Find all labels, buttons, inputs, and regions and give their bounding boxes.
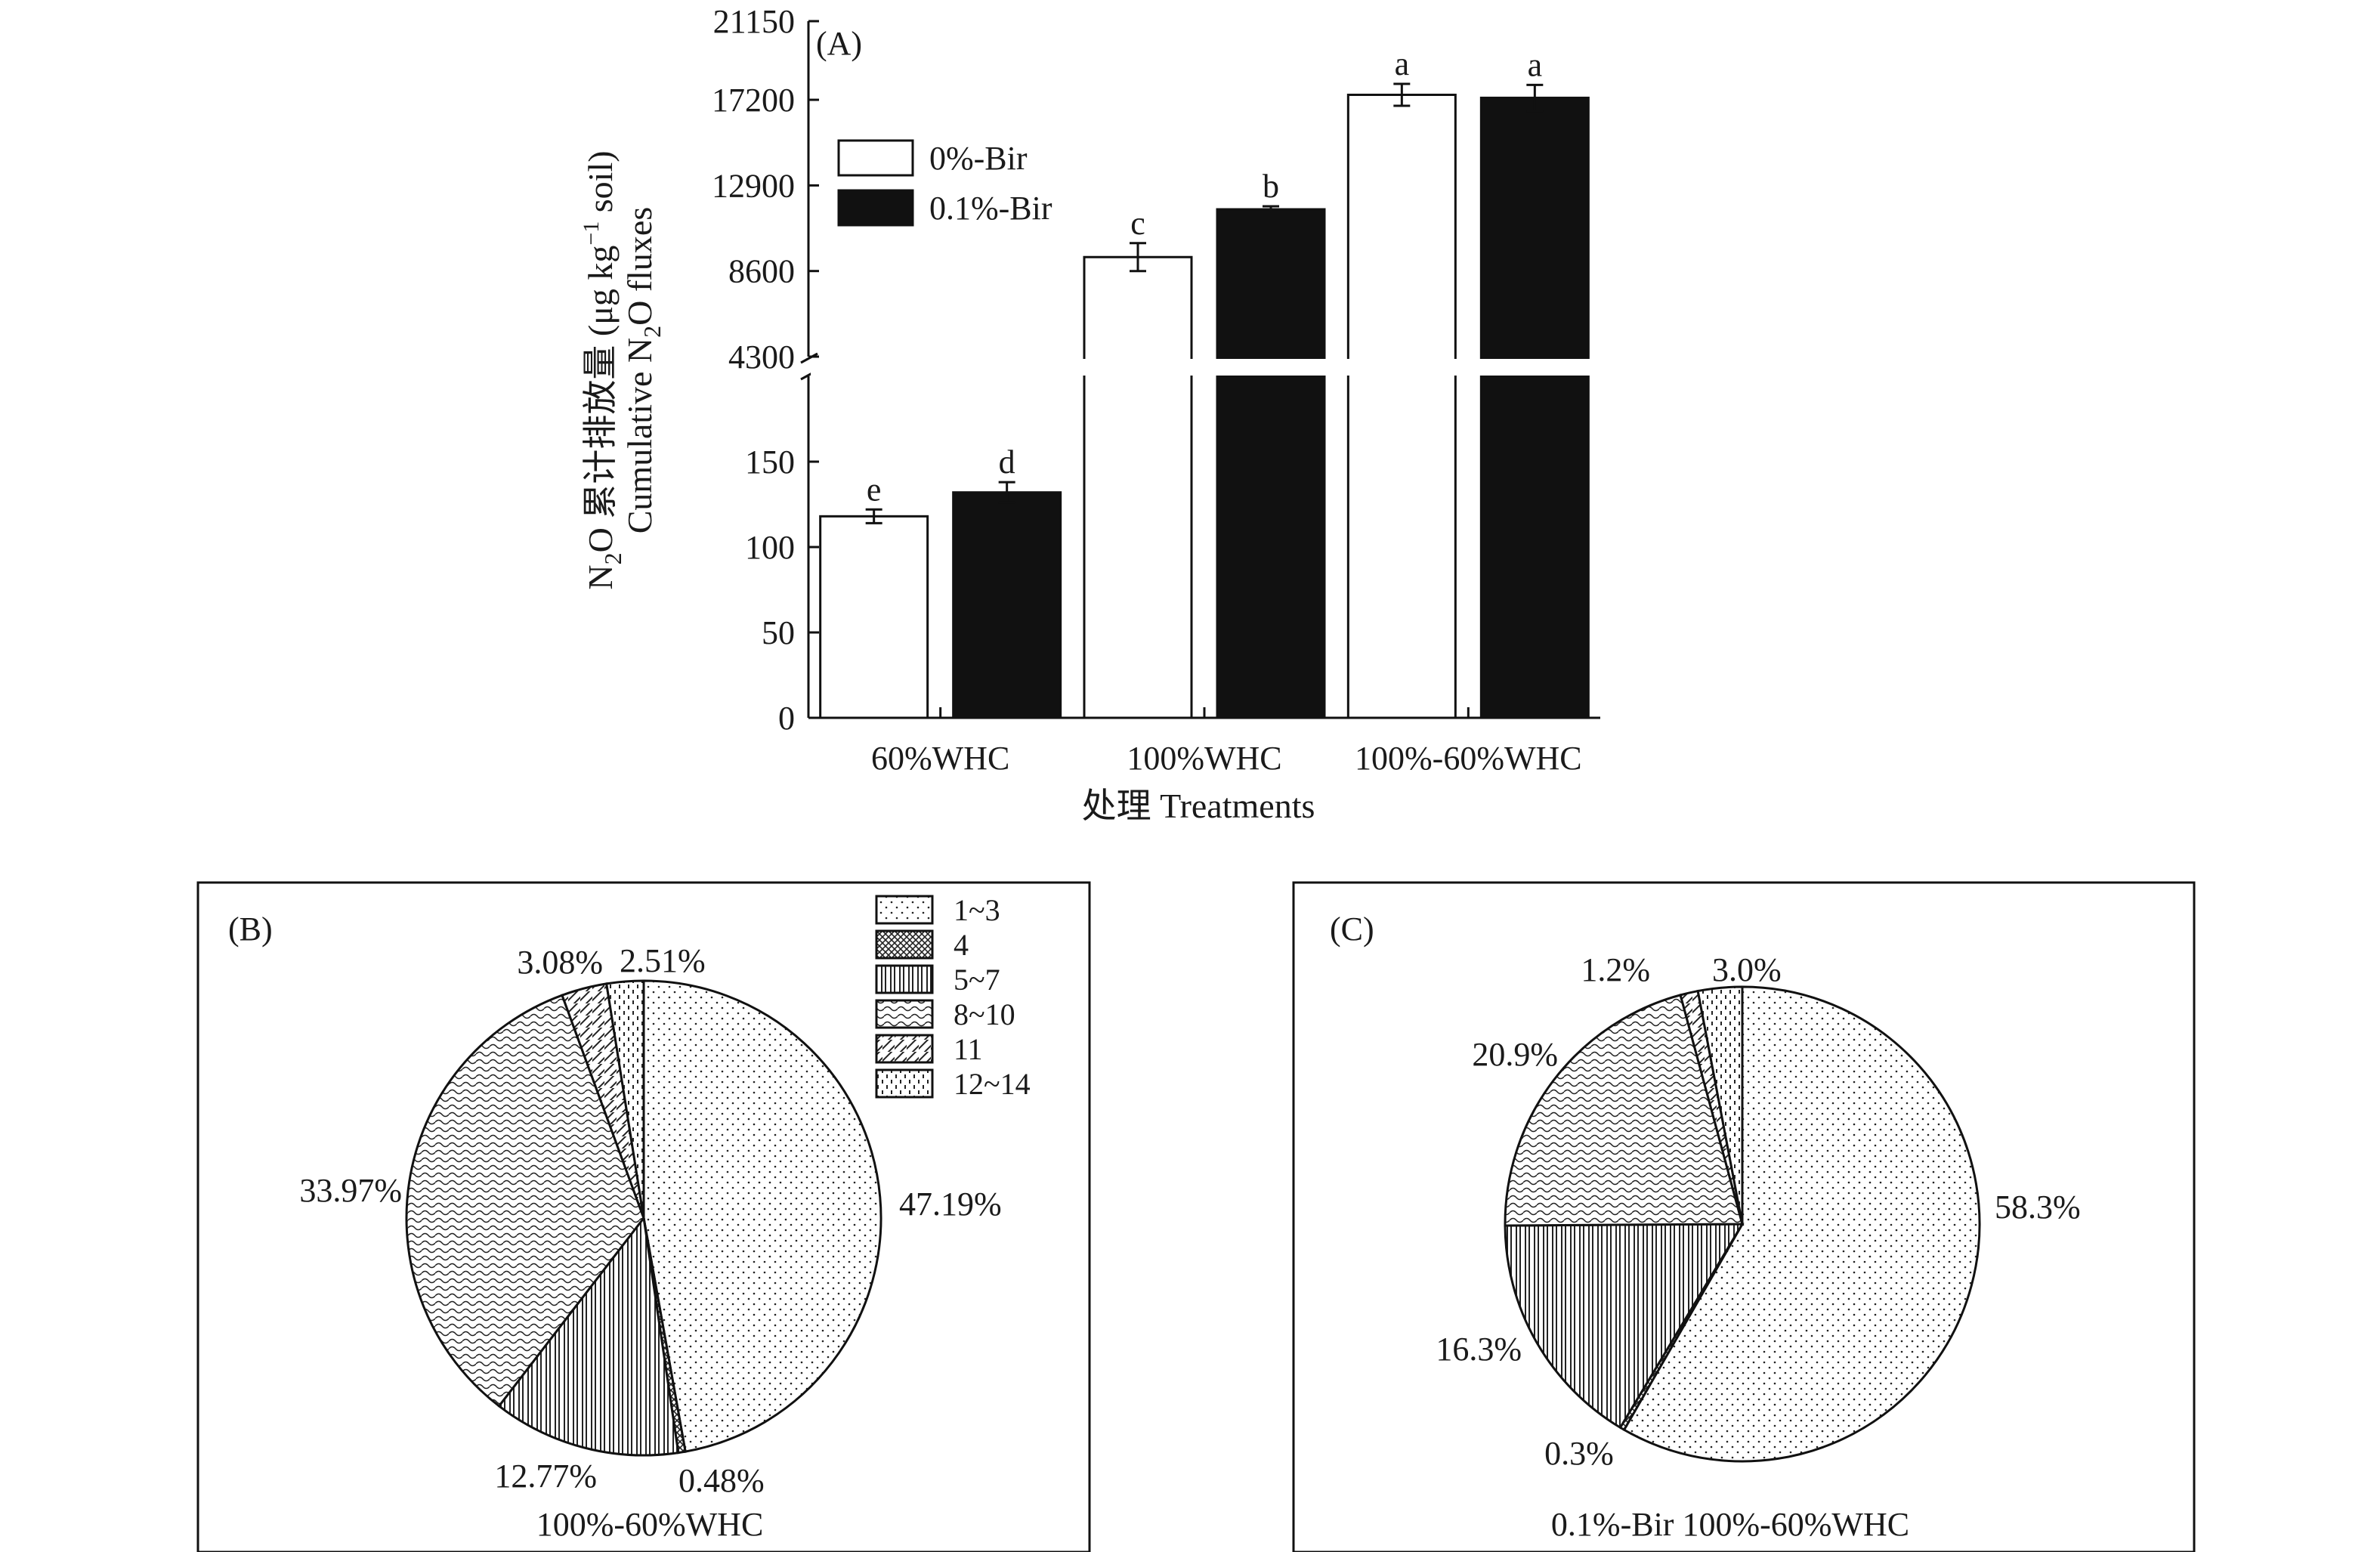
significance-letter: a [1528,46,1543,83]
significance-letter: a [1395,45,1410,82]
legend-label-0: 0%-Bir [929,140,1028,177]
y-tick-label: 8600 [728,253,795,290]
legend-swatch [875,1034,934,1064]
pie-chart-panel-c: (C) 58.3% 0.3% 16.3% 20.9% 1.2% 3.0% 0.1%-Bir… [1292,881,2196,1552]
pie-slices [405,979,882,1457]
significance-letter: b [1263,168,1279,205]
y-axis-ticks: 0 50 100 150 4300 8600 12900 17200 21150 [712,3,819,737]
pie-slice [1504,994,1744,1227]
slice-label: 47.19% [899,1186,1002,1223]
x-axis-title: 处理 Treatments [1082,787,1315,825]
bar [1216,208,1326,719]
x-tick-label: 100%-60%WHC [1355,740,1582,777]
slice-label: 2.51% [620,942,706,979]
y-tick-label: 100 [745,529,795,566]
bar [952,491,1062,719]
pie-slice [405,994,645,1408]
bar-chart-panel: (A) N2O 累计排放量 (μg kg−1 soil) Cumulative … [579,3,1600,825]
y-tick-label: 17200 [712,82,795,119]
panel-c-frame [1292,881,2196,1552]
x-tick-label: 100%WHC [1127,740,1281,777]
legend: 0%-Bir 0.1%-Bir [837,139,1052,227]
panel-label: (A) [816,25,862,62]
y-tick-label: 150 [745,444,795,481]
slice-label: 16.3% [1436,1331,1522,1368]
legend-label: 12~14 [954,1067,1031,1101]
significance-letter: c [1130,205,1145,242]
pie-slice [604,979,645,1219]
bar [1346,93,1457,719]
slice-label: 0.3% [1544,1435,1614,1472]
legend-swatch-0 [837,139,914,177]
legend-label: 8~10 [954,997,1015,1031]
slice-labels: 47.19% 0.48% 12.77% 33.97% 3.08% 2.51% [299,942,1001,1499]
pie-slice [1504,1223,1745,1430]
pie-slice [497,1215,680,1457]
significance-letter: d [999,444,1015,481]
legend-label: 5~7 [954,963,1000,997]
significance-letters: e d c b a a [867,45,1542,508]
y-axis-title-en: Cumulative N2O fluxes [620,207,666,534]
y-tick-label: 50 [762,614,795,651]
legend-label-1: 0.1%-Bir [929,190,1052,227]
legend-swatch [875,929,934,960]
panel-label: (C) [1330,910,1374,948]
x-tick-label: 60%WHC [871,740,1009,777]
legend-swatch [875,895,934,925]
pie-slices [1504,985,1981,1463]
slice-label: 0.48% [678,1462,765,1499]
y-tick-label: 21150 [713,3,795,40]
bar [1479,96,1590,719]
bar [819,515,929,719]
legend-swatch [875,999,934,1029]
pie-slice [642,979,882,1453]
legend-swatch-1 [837,189,914,227]
pie-slice [1696,985,1744,1225]
legend-swatch [875,964,934,994]
pie-caption: 0.1%-Bir 100%-60%WHC [1551,1506,1909,1543]
slice-label: 3.08% [517,944,603,981]
bars [819,93,1590,719]
slice-label: 12.77% [494,1458,597,1495]
panel-b-frame [196,881,1091,1552]
significance-letter: e [867,471,882,508]
error-bars [865,82,1544,524]
legend-swatch [875,1068,934,1099]
axis-break-gap [811,359,1600,376]
pie-slice [1622,985,1981,1463]
panel-label: (B) [228,910,273,948]
bar [1083,255,1193,719]
y-tick-label: 0 [778,700,795,737]
slice-label: 1.2% [1581,951,1650,988]
y-axis-title-cn: N2O 累计排放量 (μg kg−1 soil) [579,150,626,589]
legend-label: 1~3 [954,893,1000,927]
legend-label: 4 [954,928,969,962]
slice-label: 20.9% [1472,1036,1558,1073]
x-axis-tick-labels: 60%WHC 100%WHC 100%-60%WHC [871,707,1582,777]
pie-caption: 100%-60%WHC [536,1506,764,1543]
slice-label: 58.3% [1995,1189,2081,1226]
slice-labels: 58.3% 0.3% 16.3% 20.9% 1.2% 3.0% [1436,951,2080,1472]
y-tick-label: 12900 [712,167,795,204]
pie-chart-panel-b: (B) 47.19% 0.48% 12.77% 33.97% 3.08% 2.51% 1~… [196,881,1091,1552]
legend-label: 11 [954,1032,983,1066]
slice-label: 33.97% [299,1172,402,1209]
y-tick-label: 4300 [728,339,795,376]
slice-label: 3.0% [1712,951,1782,988]
